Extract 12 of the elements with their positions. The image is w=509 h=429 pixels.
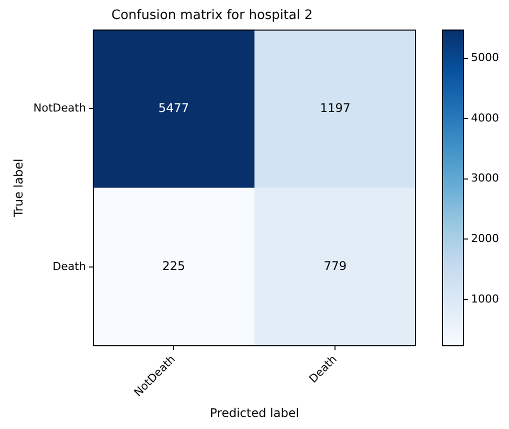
data-label: 5477 (158, 100, 189, 115)
data-label: 225 (162, 259, 186, 274)
data-label: 1197 (320, 100, 351, 115)
chart-title: Confusion matrix for hospital 2 (111, 8, 313, 24)
color-bar-label: 1000 (471, 292, 499, 306)
data-label: 779 (324, 259, 347, 274)
color-bar-label: 3000 (471, 172, 499, 185)
x-axis-title: Predicted label (210, 406, 300, 420)
color-bar-label: 2000 (471, 232, 499, 246)
color-bar-label: 4000 (471, 111, 499, 124)
y-axis-title: True label (11, 158, 26, 218)
color-bar-label: 5000 (471, 51, 499, 64)
